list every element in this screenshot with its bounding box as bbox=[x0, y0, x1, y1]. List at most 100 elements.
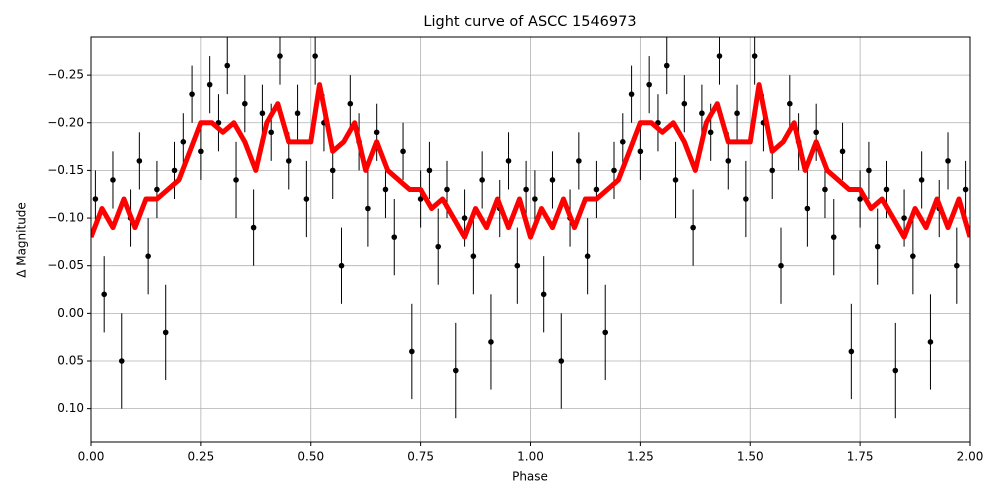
data-point bbox=[804, 205, 811, 212]
data-point bbox=[180, 139, 187, 145]
data-point bbox=[611, 167, 617, 174]
data-point bbox=[461, 215, 468, 221]
data-point bbox=[329, 167, 336, 174]
data-point bbox=[488, 339, 494, 345]
y-axis-label: Δ Magnitude bbox=[15, 202, 29, 278]
data-point bbox=[294, 110, 301, 117]
data-point bbox=[426, 167, 433, 174]
data-point bbox=[206, 81, 213, 88]
data-point bbox=[725, 158, 732, 164]
data-point bbox=[857, 196, 863, 202]
x-axis-label: Phase bbox=[512, 470, 548, 484]
data-point bbox=[602, 329, 609, 336]
data-point bbox=[338, 262, 345, 269]
data-point bbox=[259, 110, 266, 117]
data-point bbox=[813, 129, 819, 136]
x-tick-label: 1.00 bbox=[517, 450, 544, 464]
data-point bbox=[822, 186, 828, 193]
x-tick-label: 1.75 bbox=[847, 450, 874, 464]
data-point bbox=[830, 234, 837, 240]
data-point bbox=[874, 243, 881, 250]
data-point bbox=[198, 148, 204, 155]
grid bbox=[90, 37, 971, 442]
data-point bbox=[910, 253, 916, 259]
data-point bbox=[628, 91, 635, 97]
data-point bbox=[839, 148, 846, 155]
data-point bbox=[945, 158, 951, 164]
x-tick-label: 1.50 bbox=[737, 450, 764, 464]
data-point bbox=[532, 196, 538, 202]
data-point bbox=[734, 110, 740, 117]
data-point bbox=[927, 339, 934, 345]
y-tick-label: −0.05 bbox=[47, 258, 84, 272]
axes: 0.00 0.25 0.50 0.75 1.00 1.25 1.50 1.75 2.00 −0.2… bbox=[47, 68, 983, 464]
y-tick-label: −0.15 bbox=[47, 163, 84, 177]
data-point bbox=[233, 177, 239, 183]
data-point bbox=[514, 262, 521, 269]
y-tick-label: 0.05 bbox=[57, 354, 84, 368]
data-point bbox=[672, 177, 679, 183]
data-point bbox=[136, 158, 143, 164]
data-point bbox=[637, 148, 644, 155]
data-point bbox=[110, 177, 116, 183]
data-point bbox=[479, 177, 485, 183]
y-tick-label: 0.00 bbox=[57, 306, 84, 320]
x-tick-label: 2.00 bbox=[957, 450, 984, 464]
data-point bbox=[391, 234, 398, 240]
x-tick-label: 0.00 bbox=[78, 450, 105, 464]
y-tick-label: 0.10 bbox=[57, 401, 84, 415]
data-point bbox=[646, 81, 652, 88]
data-point bbox=[681, 100, 688, 107]
x-tick-label: 0.50 bbox=[297, 450, 324, 464]
y-tick-label: −0.25 bbox=[47, 68, 84, 82]
data-point bbox=[540, 291, 547, 298]
data-point bbox=[452, 367, 459, 374]
data-point bbox=[409, 348, 415, 355]
data-point bbox=[92, 196, 99, 202]
data-point bbox=[848, 348, 855, 355]
data-point bbox=[663, 62, 670, 69]
data-point bbox=[382, 186, 389, 193]
data-point bbox=[619, 139, 626, 145]
data-point bbox=[373, 129, 380, 136]
data-point bbox=[690, 224, 696, 231]
data-point bbox=[892, 367, 899, 374]
data-point bbox=[751, 53, 758, 59]
data-point bbox=[584, 253, 591, 259]
data-point bbox=[171, 167, 178, 174]
data-point bbox=[769, 167, 776, 174]
data-point bbox=[224, 62, 231, 69]
data-point bbox=[101, 291, 107, 298]
data-point bbox=[145, 253, 151, 259]
data-point bbox=[444, 186, 450, 193]
data-point bbox=[242, 100, 248, 107]
data-point bbox=[778, 262, 784, 269]
data-point bbox=[277, 53, 283, 59]
data-point bbox=[400, 148, 406, 155]
data-point bbox=[918, 177, 925, 183]
data-point bbox=[743, 196, 749, 202]
data-point bbox=[365, 205, 371, 212]
data-point bbox=[523, 186, 529, 193]
data-point bbox=[347, 100, 354, 107]
data-point bbox=[505, 158, 512, 164]
data-point bbox=[154, 186, 160, 193]
data-point bbox=[417, 196, 424, 202]
data-point bbox=[962, 186, 969, 193]
data-point bbox=[162, 329, 169, 336]
data-point bbox=[470, 253, 477, 259]
data-point bbox=[787, 100, 793, 107]
y-tick-label: −0.10 bbox=[47, 211, 84, 225]
data-point bbox=[593, 186, 600, 193]
data-point bbox=[707, 129, 714, 136]
data-point bbox=[883, 186, 890, 193]
data-point bbox=[250, 224, 257, 231]
data-point bbox=[576, 158, 582, 164]
data-point bbox=[435, 243, 442, 250]
data-point bbox=[312, 53, 318, 59]
data-point bbox=[285, 158, 292, 164]
data-point bbox=[716, 53, 723, 59]
data-point bbox=[699, 110, 705, 117]
chart-title: Light curve of ASCC 1546973 bbox=[423, 14, 636, 30]
